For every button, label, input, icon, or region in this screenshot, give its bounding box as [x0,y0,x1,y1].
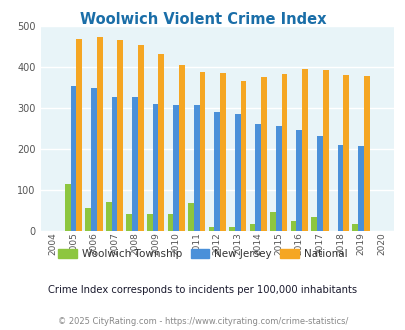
Bar [316,137,322,231]
Bar [167,214,173,231]
Bar [85,209,91,231]
Bar [249,224,255,231]
Bar [138,45,143,231]
Bar [220,73,225,231]
Bar [158,54,164,231]
Bar [188,203,193,231]
Bar [179,65,184,231]
Bar [240,81,246,231]
Bar [106,202,111,231]
Bar [322,70,328,231]
Bar [260,77,266,231]
Bar [343,75,348,231]
Bar [228,227,234,231]
Bar [132,97,138,231]
Bar [65,184,70,231]
Bar [126,214,132,231]
Bar [214,112,220,231]
Bar [97,37,102,231]
Bar [296,130,301,231]
Bar [76,39,82,231]
Bar [270,212,275,231]
Bar [352,224,357,231]
Bar [290,221,296,231]
Bar [275,126,281,231]
Bar [193,105,199,231]
Bar [111,97,117,231]
Bar [357,146,363,231]
Bar [147,214,152,231]
Text: Crime Index corresponds to incidents per 100,000 inhabitants: Crime Index corresponds to incidents per… [48,285,357,295]
Bar [117,40,123,231]
Text: Woolwich Violent Crime Index: Woolwich Violent Crime Index [79,12,326,26]
Bar [311,217,316,231]
Bar [363,76,369,231]
Bar [152,104,158,231]
Bar [234,114,240,231]
Text: © 2025 CityRating.com - https://www.cityrating.com/crime-statistics/: © 2025 CityRating.com - https://www.city… [58,317,347,326]
Bar [337,145,343,231]
Bar [173,105,179,231]
Bar [281,74,287,231]
Bar [208,227,214,231]
Bar [91,88,97,231]
Bar [301,69,307,231]
Bar [199,72,205,231]
Bar [70,86,76,231]
Bar [255,124,260,231]
Legend: Woolwich Township, New Jersey, National: Woolwich Township, New Jersey, National [54,245,351,263]
